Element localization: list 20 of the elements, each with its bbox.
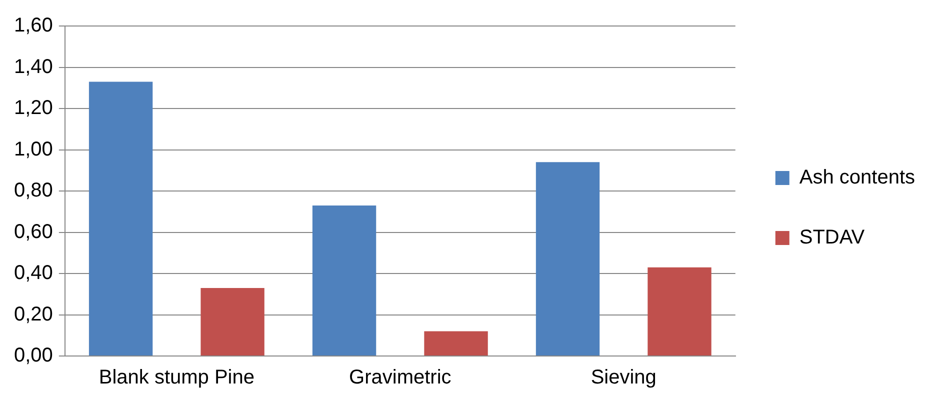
y-tick-label: 0,20 — [14, 303, 53, 326]
x-tick-label: Blank stump Pine — [98, 366, 254, 389]
x-tick-label: Gravimetric — [349, 366, 452, 389]
bar — [88, 82, 153, 356]
y-tick-label: 1,60 — [14, 14, 53, 37]
bar — [536, 162, 600, 356]
legend-label: Ash contents — [799, 166, 915, 189]
y-tick-label: 0,80 — [14, 180, 53, 202]
y-tick-label: 1,40 — [14, 56, 53, 78]
y-tick-label: 1,20 — [14, 97, 53, 120]
bar — [648, 267, 712, 356]
y-tick-label: 1,00 — [14, 138, 53, 160]
y-tick-label: 0,60 — [14, 220, 53, 243]
legend-label: STDAV — [799, 226, 866, 249]
y-tick-label: 0,00 — [14, 344, 53, 367]
bar — [200, 288, 264, 356]
bar — [424, 331, 488, 356]
bar — [312, 205, 376, 356]
x-tick-label: Sieving — [590, 366, 656, 389]
y-tick-label: 0,40 — [14, 262, 53, 284]
